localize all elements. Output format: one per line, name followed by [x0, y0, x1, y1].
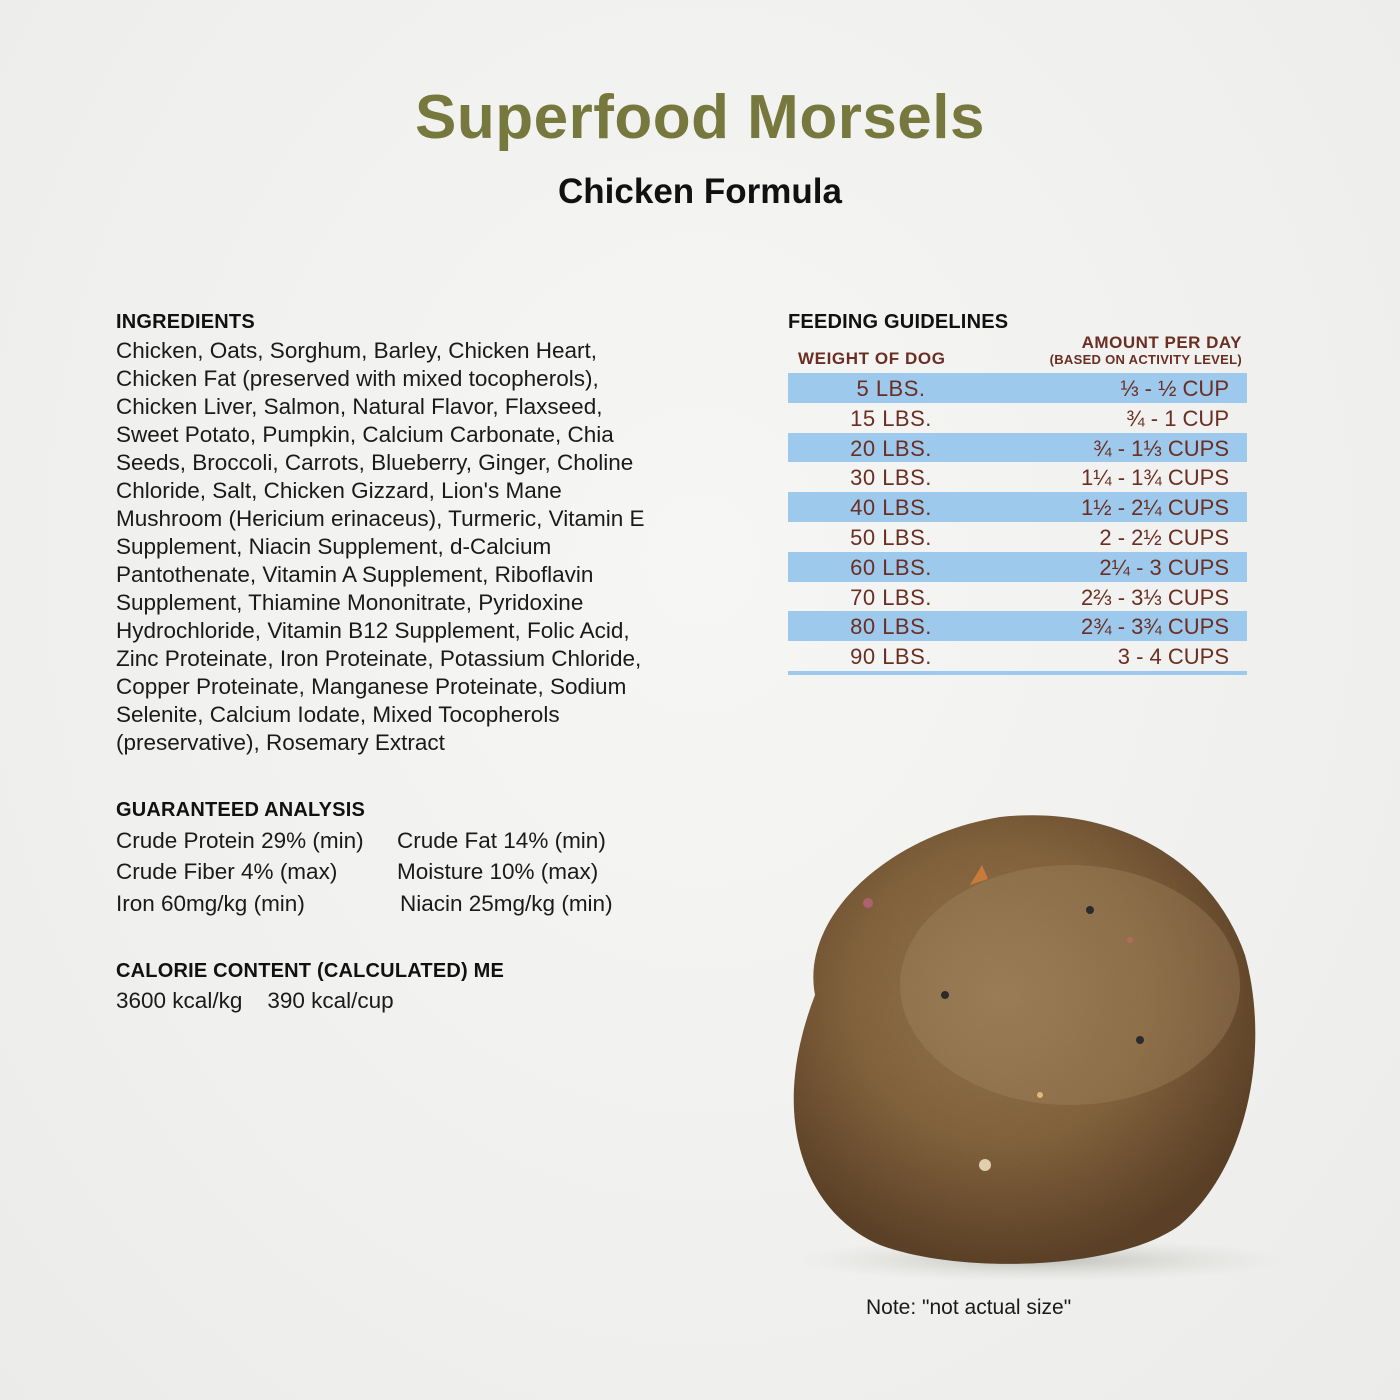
ingredients-line: Sweet Potato, Pumpkin, Calcium Carbonate… — [116, 422, 614, 447]
feeding-row: 80 LBS. 2¾ - 3¾ CUPS — [788, 611, 1247, 642]
daily-amount: 2¾ - 3¾ CUPS — [1081, 614, 1229, 640]
photo-note: Note: "not actual size" — [866, 1296, 1072, 1319]
feeding-table: 5 LBS. ⅓ - ½ CUP 15 LBS. ¾ - 1 CUP 20 LBS. ¾ … — [788, 373, 1247, 671]
feeding-row: 20 LBS. ¾ - 1⅓ CUPS — [788, 432, 1247, 463]
dog-weight: 90 LBS. — [850, 644, 932, 670]
daily-amount: ¾ - 1 CUP — [1126, 405, 1229, 431]
analysis-item: Moisture 10% (max) — [397, 859, 599, 884]
ingredients-line: Mushroom (Hericium erinaceus), Turmeric,… — [116, 506, 645, 531]
ingredients-line: Pantothenate, Vitamin A Supplement, Ribo… — [116, 562, 594, 587]
feeding-guidelines-heading: FEEDING GUIDELINES — [788, 311, 1009, 333]
ingredients-line: Chloride, Salt, Chicken Gizzard, Lion's … — [116, 478, 562, 503]
feeding-row: 60 LBS. 2¼ - 3 CUPS — [788, 551, 1247, 582]
daily-amount: 2 - 2½ CUPS — [1099, 524, 1229, 550]
analysis-item: Crude Protein 29% (min) — [116, 828, 364, 853]
feeding-row: 90 LBS. 3 - 4 CUPS — [788, 641, 1247, 671]
ingredients-line: Chicken Fat (preserved with mixed tocoph… — [116, 366, 599, 391]
ingredients-line: Chicken, Oats, Sorghum, Barley, Chicken … — [116, 338, 598, 363]
ingredients-line: Seeds, Broccoli, Carrots, Blueberry, Gin… — [116, 450, 634, 475]
daily-amount: ¾ - 1⅓ CUPS — [1093, 435, 1229, 461]
dog-weight: 50 LBS. — [850, 524, 932, 550]
calorie-content-heading: CALORIE CONTENT (CALCULATED) ME — [116, 960, 505, 982]
amount-per-day-header: AMOUNT PER DAY — [1081, 333, 1242, 352]
product-subtitle: Chicken Formula — [558, 172, 842, 211]
ingredients-line: Copper Proteinate, Manganese Proteinate,… — [116, 674, 627, 699]
feeding-row: 5 LBS. ⅓ - ½ CUP — [788, 373, 1247, 403]
dog-weight: 5 LBS. — [856, 376, 926, 401]
dog-weight: 20 LBS. — [850, 435, 932, 461]
dog-weight: 80 LBS. — [850, 614, 932, 640]
ingredients-line: Supplement, Niacin Supplement, d-Calcium — [116, 534, 552, 559]
ingredients-line: (preservative), Rosemary Extract — [116, 730, 445, 755]
product-title: Superfood Morsels — [414, 83, 985, 152]
ingredients-line: Selenite, Calcium Iodate, Mixed Tocopher… — [116, 702, 560, 727]
daily-amount: 1½ - 2¼ CUPS — [1081, 495, 1229, 521]
daily-amount: 3 - 4 CUPS — [1117, 644, 1229, 670]
feeding-row: 30 LBS. 1¼ - 1¾ CUPS — [788, 462, 1247, 492]
ingredients-line: Supplement, Thiamine Mononitrate, Pyrido… — [116, 590, 584, 615]
weight-of-dog-header: WEIGHT OF DOG — [798, 349, 946, 368]
dog-weight: 70 LBS. — [850, 584, 932, 610]
ingredients-line: Hydrochloride, Vitamin B12 Supplement, F… — [116, 618, 630, 643]
feeding-row: 40 LBS. 1½ - 2¼ CUPS — [788, 492, 1247, 522]
dog-weight: 30 LBS. — [850, 465, 932, 491]
daily-amount: ⅓ - ½ CUP — [1120, 376, 1229, 401]
activity-level-note: (BASED ON ACTIVITY LEVEL) — [1049, 352, 1242, 367]
dog-weight: 15 LBS. — [850, 405, 932, 431]
feeding-table-bottom-rule — [788, 671, 1247, 675]
feeding-row: 70 LBS. 2⅔ - 3⅓ CUPS — [788, 582, 1247, 612]
analysis-item: Niacin 25mg/kg (min) — [400, 891, 613, 916]
ingredients-text: Chicken, Oats, Sorghum, Barley, Chicken … — [116, 337, 644, 757]
ingredients-heading: INGREDIENTS — [116, 311, 255, 333]
feeding-row: 15 LBS. ¾ - 1 CUP — [788, 403, 1247, 433]
analysis-item: Iron 60mg/kg (min) — [116, 891, 305, 916]
ingredients-line: Chicken Liver, Salmon, Natural Flavor, F… — [116, 394, 603, 419]
analysis-item: Crude Fat 14% (min) — [397, 828, 606, 853]
dog-weight: 60 LBS. — [850, 554, 932, 580]
daily-amount: 2¼ - 3 CUPS — [1099, 554, 1229, 580]
analysis-item: Crude Fiber 4% (max) — [116, 859, 338, 884]
morsel-photo — [740, 805, 1300, 1285]
calorie-content-value: 3600 kcal/kg 390 kcal/cup — [116, 988, 394, 1013]
daily-amount: 2⅔ - 3⅓ CUPS — [1081, 584, 1229, 610]
guaranteed-analysis-heading: GUARANTEED ANALYSIS — [116, 799, 366, 821]
dog-weight: 40 LBS. — [850, 495, 932, 521]
daily-amount: 1¼ - 1¾ CUPS — [1081, 465, 1229, 491]
ingredients-line: Zinc Proteinate, Iron Proteinate, Potass… — [116, 646, 642, 671]
feeding-row: 50 LBS. 2 - 2½ CUPS — [788, 522, 1247, 552]
